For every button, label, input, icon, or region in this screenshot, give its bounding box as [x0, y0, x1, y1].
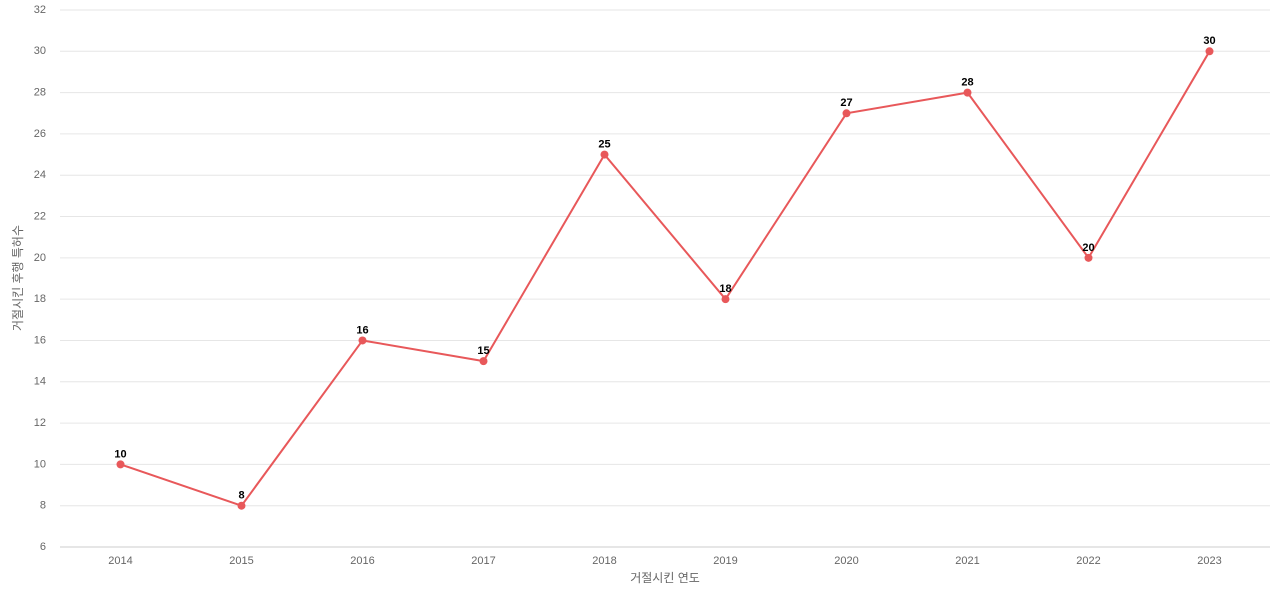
- y-tick-label: 24: [34, 169, 46, 181]
- x-tick-label: 2015: [229, 555, 253, 567]
- x-tick-label: 2023: [1197, 555, 1221, 567]
- point: [600, 150, 609, 159]
- x-axis-title: 거절시킨 연도: [630, 571, 700, 585]
- value-label: 18: [719, 283, 731, 295]
- value-label: 27: [840, 97, 852, 109]
- value-label: 28: [961, 77, 973, 89]
- x-tick-label: 2018: [592, 555, 616, 567]
- x-tick-label: 2019: [713, 555, 737, 567]
- point: [116, 460, 125, 469]
- point: [1205, 47, 1214, 56]
- y-tick-label: 20: [34, 252, 46, 264]
- value-label: 30: [1203, 35, 1215, 47]
- y-tick-label: 22: [34, 210, 46, 222]
- y-tick-label: 10: [34, 458, 46, 470]
- y-tick-label: 28: [34, 87, 46, 99]
- y-tick-label: 26: [34, 128, 46, 140]
- y-tick-label: 14: [34, 376, 46, 388]
- point: [842, 109, 851, 118]
- line: [120, 50, 1211, 507]
- y-tick-label: 16: [34, 334, 46, 346]
- y-tick-label: 18: [34, 293, 46, 305]
- x-tick-label: 2020: [834, 555, 858, 567]
- point: [963, 88, 972, 97]
- point: [479, 357, 488, 366]
- y-tick-label: 6: [40, 541, 46, 553]
- x-tick-label: 2016: [350, 555, 374, 567]
- y-tick-label: 12: [34, 417, 46, 429]
- x-tick-label: 2021: [955, 555, 979, 567]
- value-label: 20: [1082, 242, 1094, 254]
- y-tick-label: 8: [40, 500, 46, 512]
- x-tick-label: 2022: [1076, 555, 1100, 567]
- point: [358, 336, 367, 345]
- value-label: 10: [114, 448, 126, 460]
- y-tick-label: 30: [34, 45, 46, 57]
- value-label: 16: [356, 324, 368, 336]
- point: [721, 295, 730, 304]
- point: [237, 501, 246, 510]
- point: [1084, 253, 1093, 262]
- value-label: 15: [477, 345, 489, 357]
- value-label: 25: [598, 138, 610, 150]
- y-axis-title: 거절시킨 후행 특허수: [10, 225, 25, 331]
- x-tick-label: 2017: [471, 555, 495, 567]
- x-tick-label: 2014: [108, 555, 132, 567]
- y-tick-label: 32: [34, 4, 46, 16]
- value-label: 8: [238, 490, 244, 502]
